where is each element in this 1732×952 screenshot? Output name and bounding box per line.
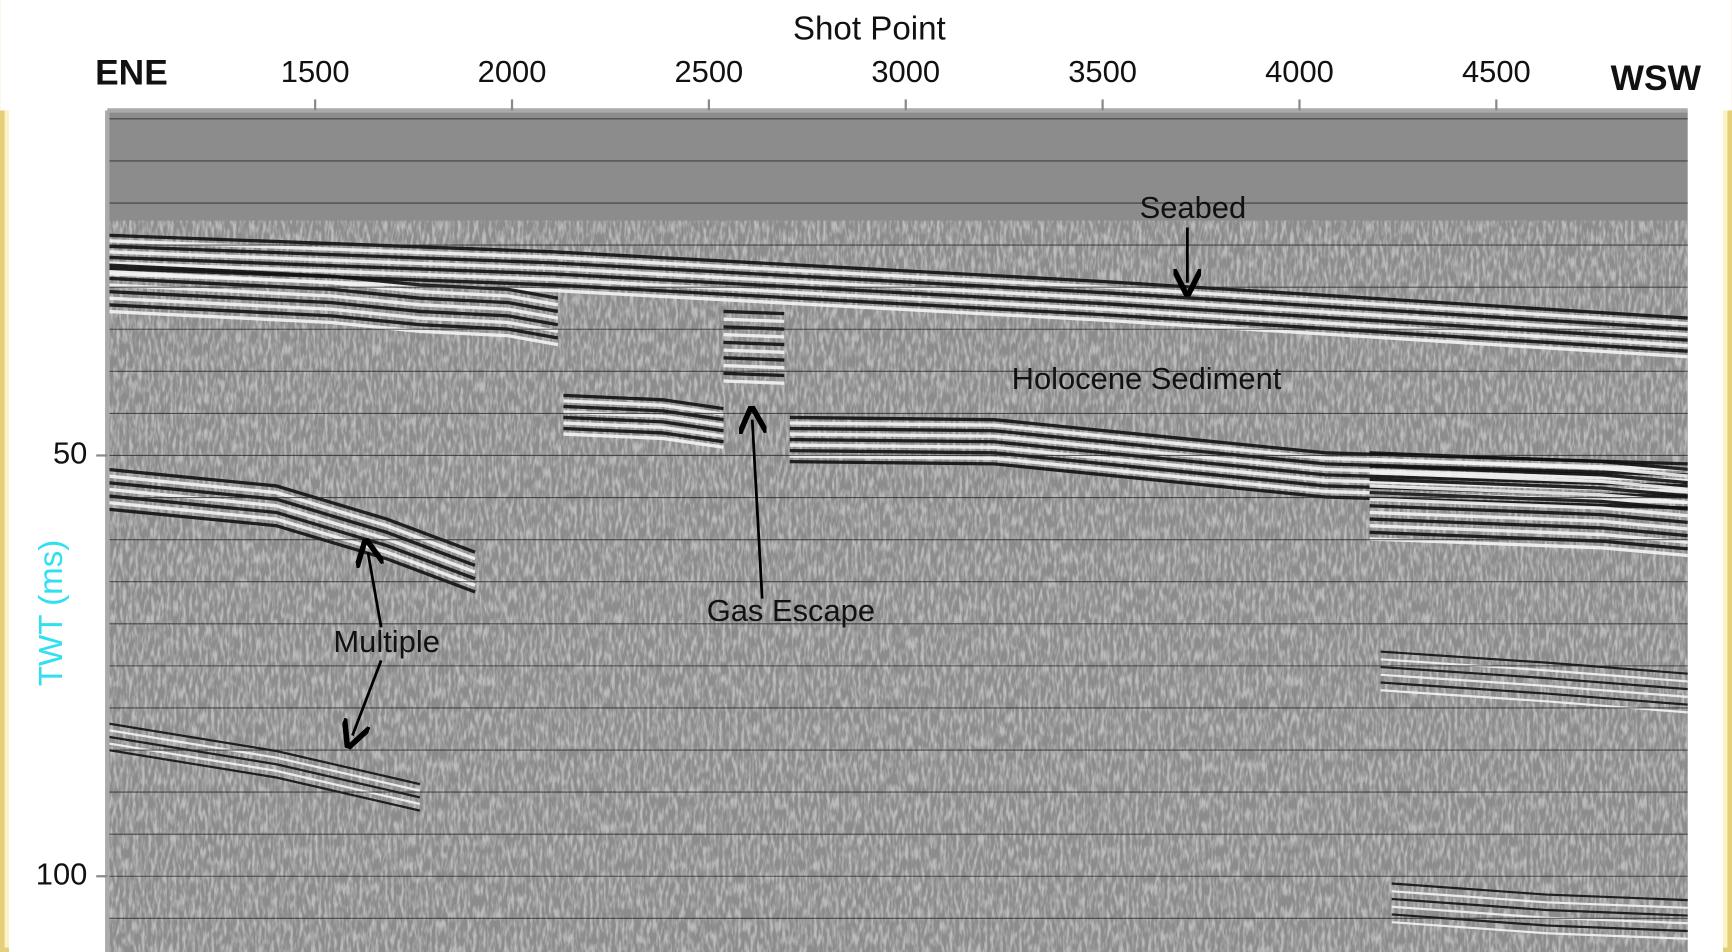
x-tick-label: 1500 — [281, 54, 350, 89]
reflector — [724, 335, 785, 337]
axis-bg — [9, 110, 107, 952]
x-tick-label: 2000 — [478, 54, 547, 89]
x-tick-label: 3000 — [871, 54, 940, 89]
annotation: Multiple — [333, 624, 440, 659]
reflector — [724, 358, 785, 360]
x-tick-label: 4000 — [1265, 54, 1334, 89]
annotation: Seabed — [1140, 190, 1247, 225]
y-axis-label: TWT (ms) — [33, 540, 70, 687]
reflector — [724, 342, 785, 344]
reflector — [724, 311, 785, 313]
y-tick-label: 50 — [53, 436, 87, 471]
x-tick-label: 2500 — [674, 54, 743, 89]
axis-bg — [1688, 110, 1723, 952]
direction-label: ENE — [95, 53, 168, 92]
annotation: Holocene Sediment — [1012, 361, 1282, 396]
reflector — [724, 319, 785, 321]
page: Shot Point ENE WSW TWT (ms) Seabed Holoc… — [0, 0, 1732, 952]
direction-label: WSW — [1611, 59, 1702, 98]
x-tick-label: 3500 — [1068, 54, 1137, 89]
reflector — [724, 350, 785, 352]
reflector — [724, 381, 785, 383]
y-tick-label: 100 — [36, 856, 88, 891]
chart: Shot Point ENE WSW TWT (ms) Seabed Holoc… — [0, 0, 1732, 952]
reflector — [724, 366, 785, 368]
x-tick-label: 4500 — [1462, 54, 1531, 89]
chart-title: Shot Point — [793, 11, 946, 48]
plot-area — [107, 110, 1687, 952]
annotation: Gas Escape — [707, 593, 875, 628]
reflector — [724, 373, 785, 375]
